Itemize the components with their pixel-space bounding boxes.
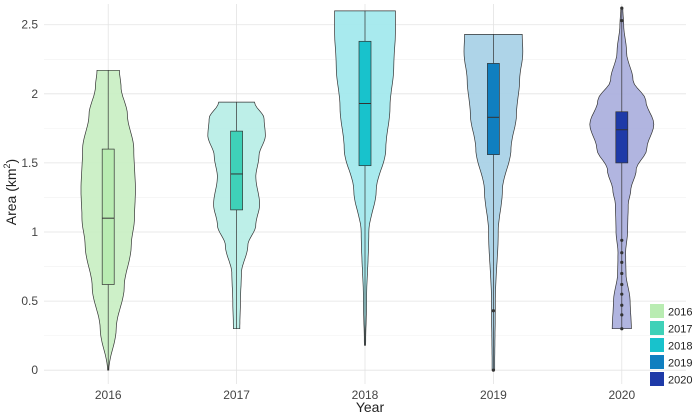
- violin-2020: [589, 6, 655, 331]
- outlier-point: [620, 251, 624, 255]
- violin-2018: [334, 10, 396, 346]
- box: [615, 111, 629, 164]
- box: [230, 130, 243, 211]
- legend-swatch: [650, 304, 664, 318]
- x-tick-label: 2016: [95, 388, 122, 402]
- legend-label: 2018: [668, 341, 692, 353]
- x-axis-label: Year: [356, 399, 385, 415]
- y-tick-label: 2.5: [21, 18, 38, 32]
- y-axis-label-close: ): [3, 159, 19, 164]
- legend-swatch: [650, 372, 664, 386]
- outlier-point: [620, 271, 624, 276]
- x-axis: 2016 2017 2018 2019 2020: [95, 388, 636, 402]
- y-tick-label: 0.5: [21, 294, 38, 308]
- legend-swatch: [650, 321, 664, 335]
- box: [487, 63, 500, 155]
- outlier-point: [620, 18, 624, 23]
- outlier-point: [620, 238, 624, 242]
- legend: 2016 2017 2018 2019 2020: [650, 304, 692, 387]
- outlier-point: [620, 303, 624, 307]
- y-tick-label: 1.5: [21, 156, 38, 170]
- box: [101, 148, 115, 285]
- legend-label: 2016: [668, 307, 692, 319]
- legend-label: 2017: [668, 324, 692, 336]
- x-tick-label: 2018: [352, 388, 379, 402]
- y-tick-label: 1: [31, 225, 38, 239]
- y-axis: 0 0.5 1 1.5 2 2.5: [21, 18, 38, 377]
- legend-swatch: [650, 338, 664, 352]
- outlier-point: [491, 368, 495, 372]
- violin-2017: [207, 101, 266, 330]
- outlier-point: [620, 292, 624, 296]
- outlier-point: [620, 6, 624, 10]
- x-tick-label: 2020: [608, 388, 635, 402]
- outlier-point: [491, 309, 495, 313]
- legend-label: 2019: [668, 358, 692, 370]
- x-tick-label: 2017: [223, 388, 250, 402]
- y-axis-label: Area (km2): [2, 159, 19, 225]
- outlier-point: [620, 327, 624, 331]
- outlier-point: [620, 313, 624, 317]
- legend-swatch: [650, 355, 664, 369]
- violins: [80, 6, 655, 372]
- y-tick-label: 0: [31, 363, 38, 377]
- violin-2016: [80, 69, 136, 371]
- outlier-point: [620, 260, 624, 264]
- y-axis-label-main: Area (km: [3, 168, 19, 225]
- outlier-point: [620, 282, 624, 287]
- x-tick-label: 2019: [480, 388, 507, 402]
- violin-2019: [463, 34, 524, 372]
- y-tick-label: 2: [31, 87, 38, 101]
- y-axis-label-sup: 2: [2, 163, 12, 168]
- legend-label: 2020: [668, 375, 692, 387]
